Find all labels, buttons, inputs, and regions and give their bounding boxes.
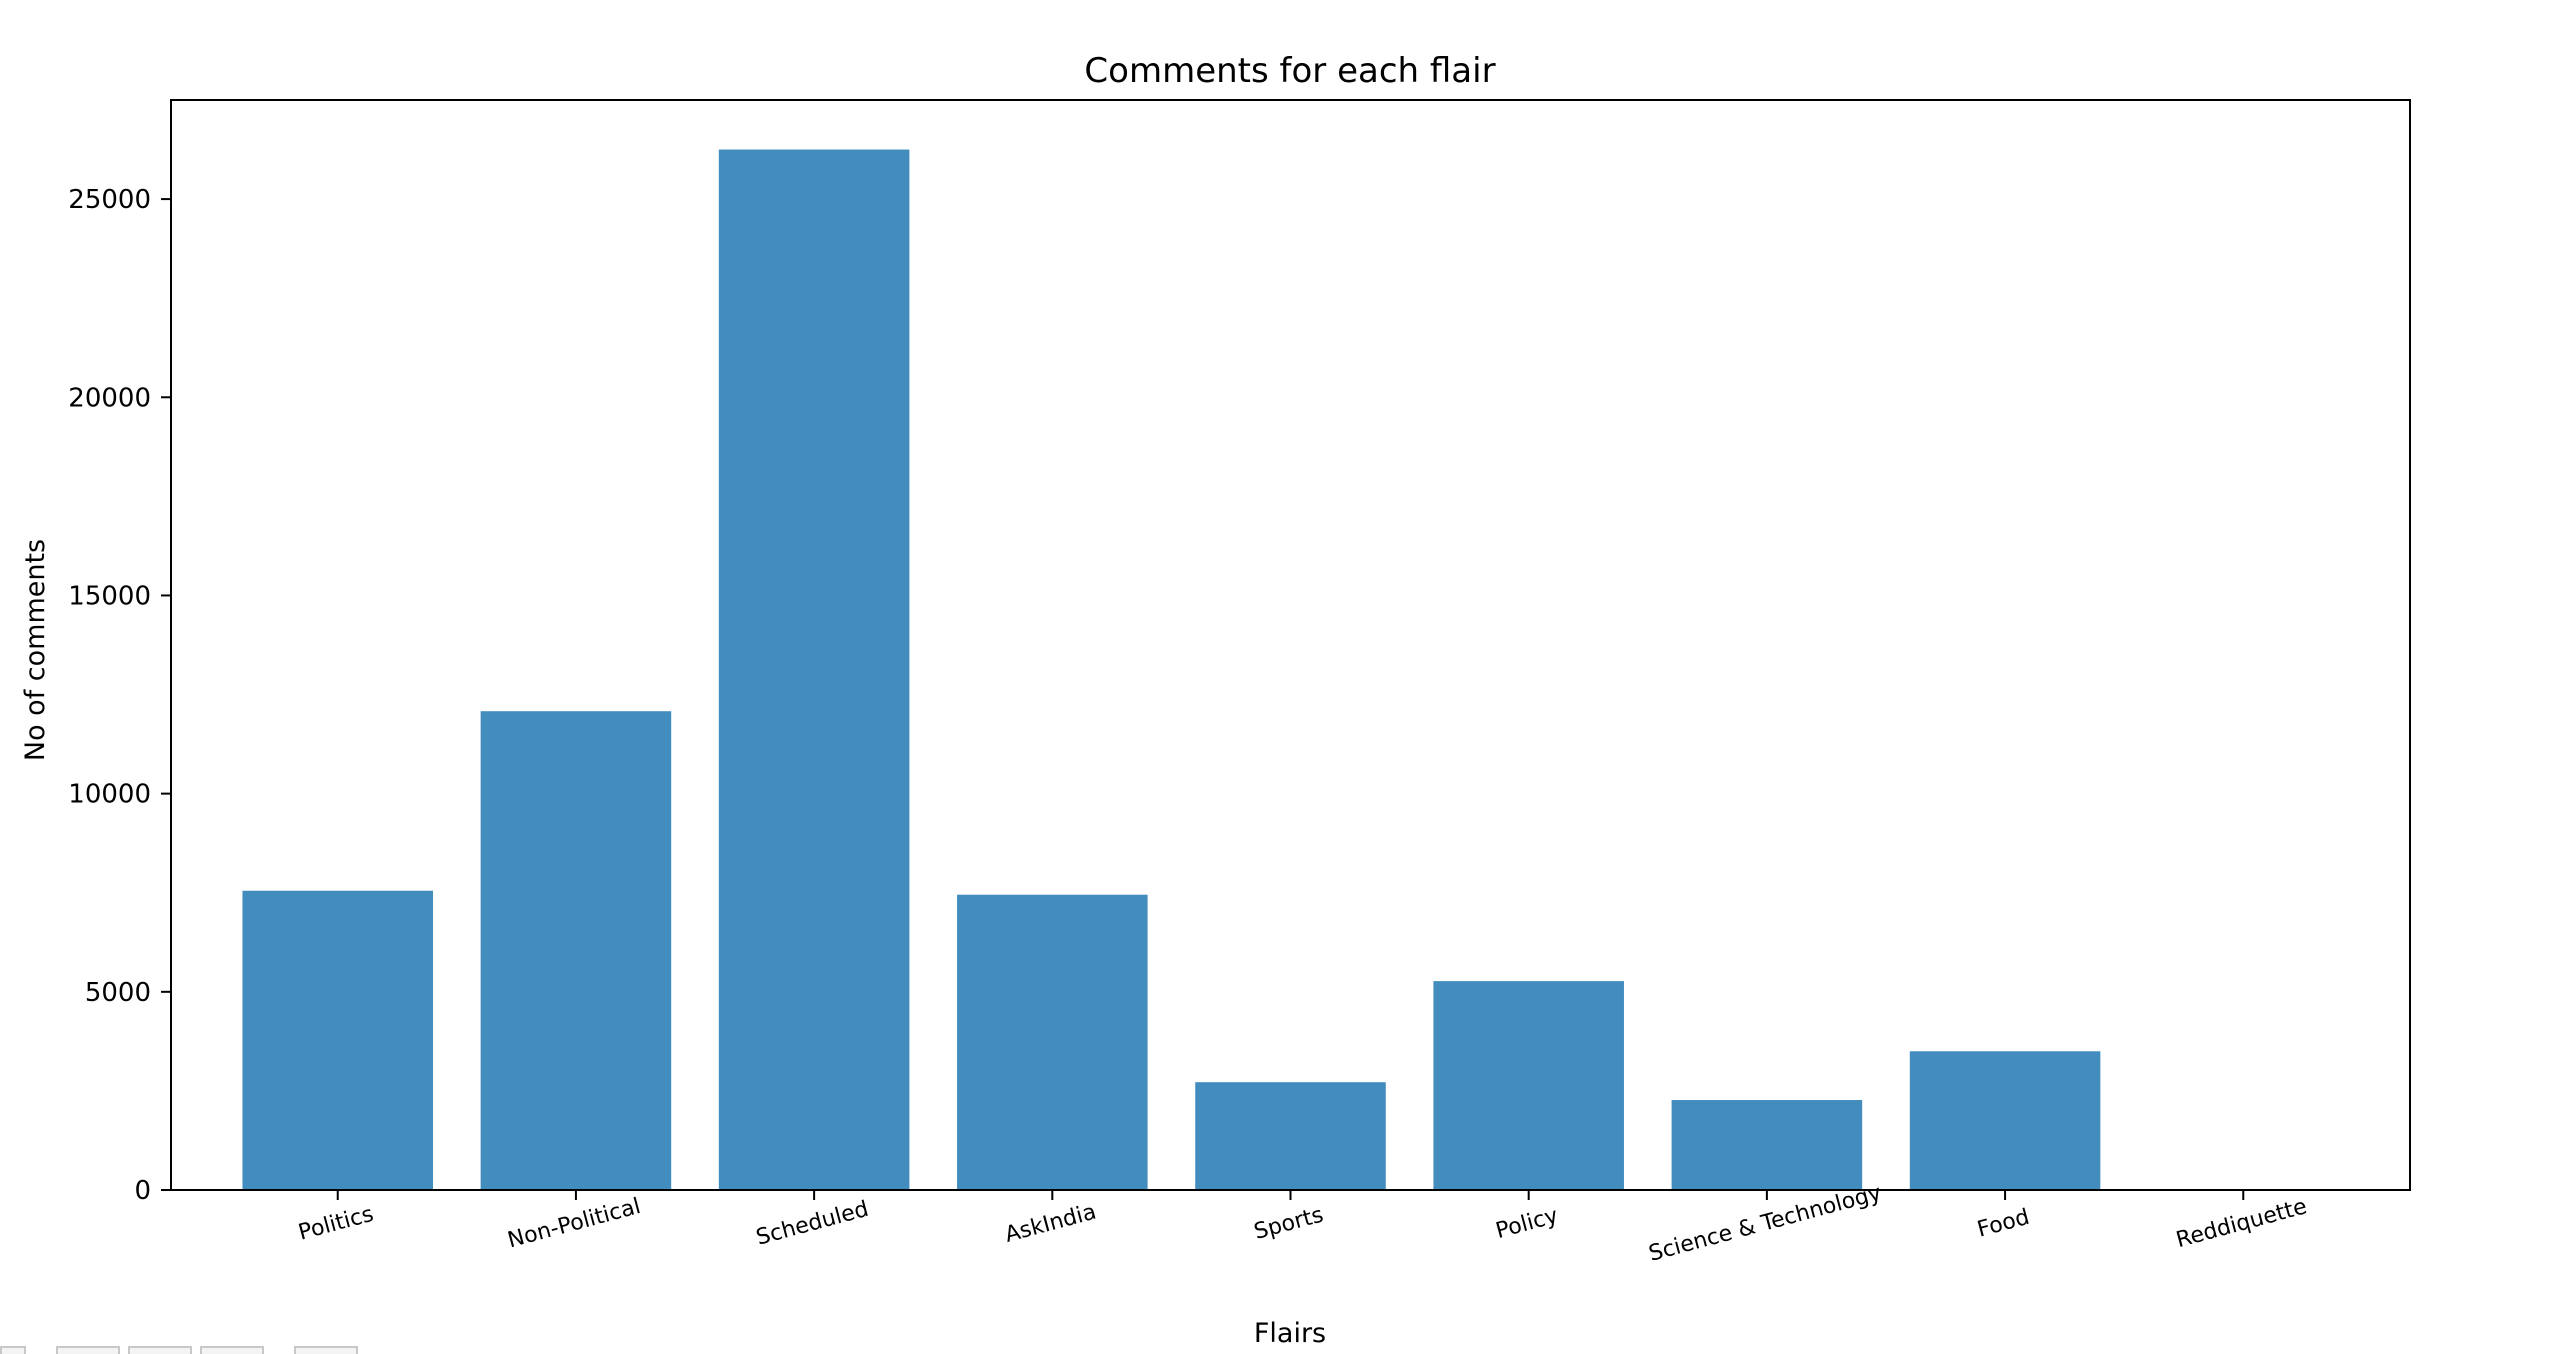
x-tick-label: Reddiquette: [2174, 1194, 2310, 1253]
bar: [480, 711, 672, 1190]
bar: [1195, 1082, 1386, 1190]
y-tick-label: 5000: [85, 978, 151, 1008]
x-tick-label: AskIndia: [1002, 1200, 1099, 1248]
bar: [718, 149, 910, 1191]
y-tick-label: 25000: [68, 185, 151, 215]
x-tick-label: Science & Technology: [1646, 1181, 1884, 1267]
y-tick-label: 20000: [68, 383, 151, 413]
bar: [242, 890, 434, 1190]
x-tick-label: Food: [1975, 1205, 2032, 1243]
y-axis-label: No of comments: [20, 539, 51, 761]
bar: [957, 894, 1148, 1190]
x-tick-label: Non-Political: [505, 1194, 643, 1253]
figure-toolbar: [0, 1346, 400, 1354]
bar: [1433, 981, 1624, 1190]
x-axis-label: Flairs: [1254, 1318, 1326, 1349]
toolbar-button[interactable]: [56, 1346, 120, 1354]
y-tick-label: 10000: [68, 780, 151, 810]
x-tick-label: Politics: [296, 1202, 376, 1246]
plot-area-frame: [170, 99, 2411, 1191]
x-tick-label: Scheduled: [754, 1197, 872, 1251]
y-tick-label: 0: [134, 1176, 151, 1206]
chart-title: Comments for each flair: [1084, 51, 1495, 91]
x-tick-label: Sports: [1252, 1203, 1327, 1245]
bar: [1671, 1100, 1863, 1190]
toolbar-button[interactable]: [0, 1346, 26, 1354]
toolbar-button[interactable]: [294, 1346, 358, 1354]
x-tick-label: Policy: [1493, 1203, 1561, 1244]
toolbar-button[interactable]: [200, 1346, 264, 1354]
y-tick-label: 15000: [68, 581, 151, 611]
bar: [1909, 1051, 2101, 1190]
toolbar-button[interactable]: [128, 1346, 192, 1354]
